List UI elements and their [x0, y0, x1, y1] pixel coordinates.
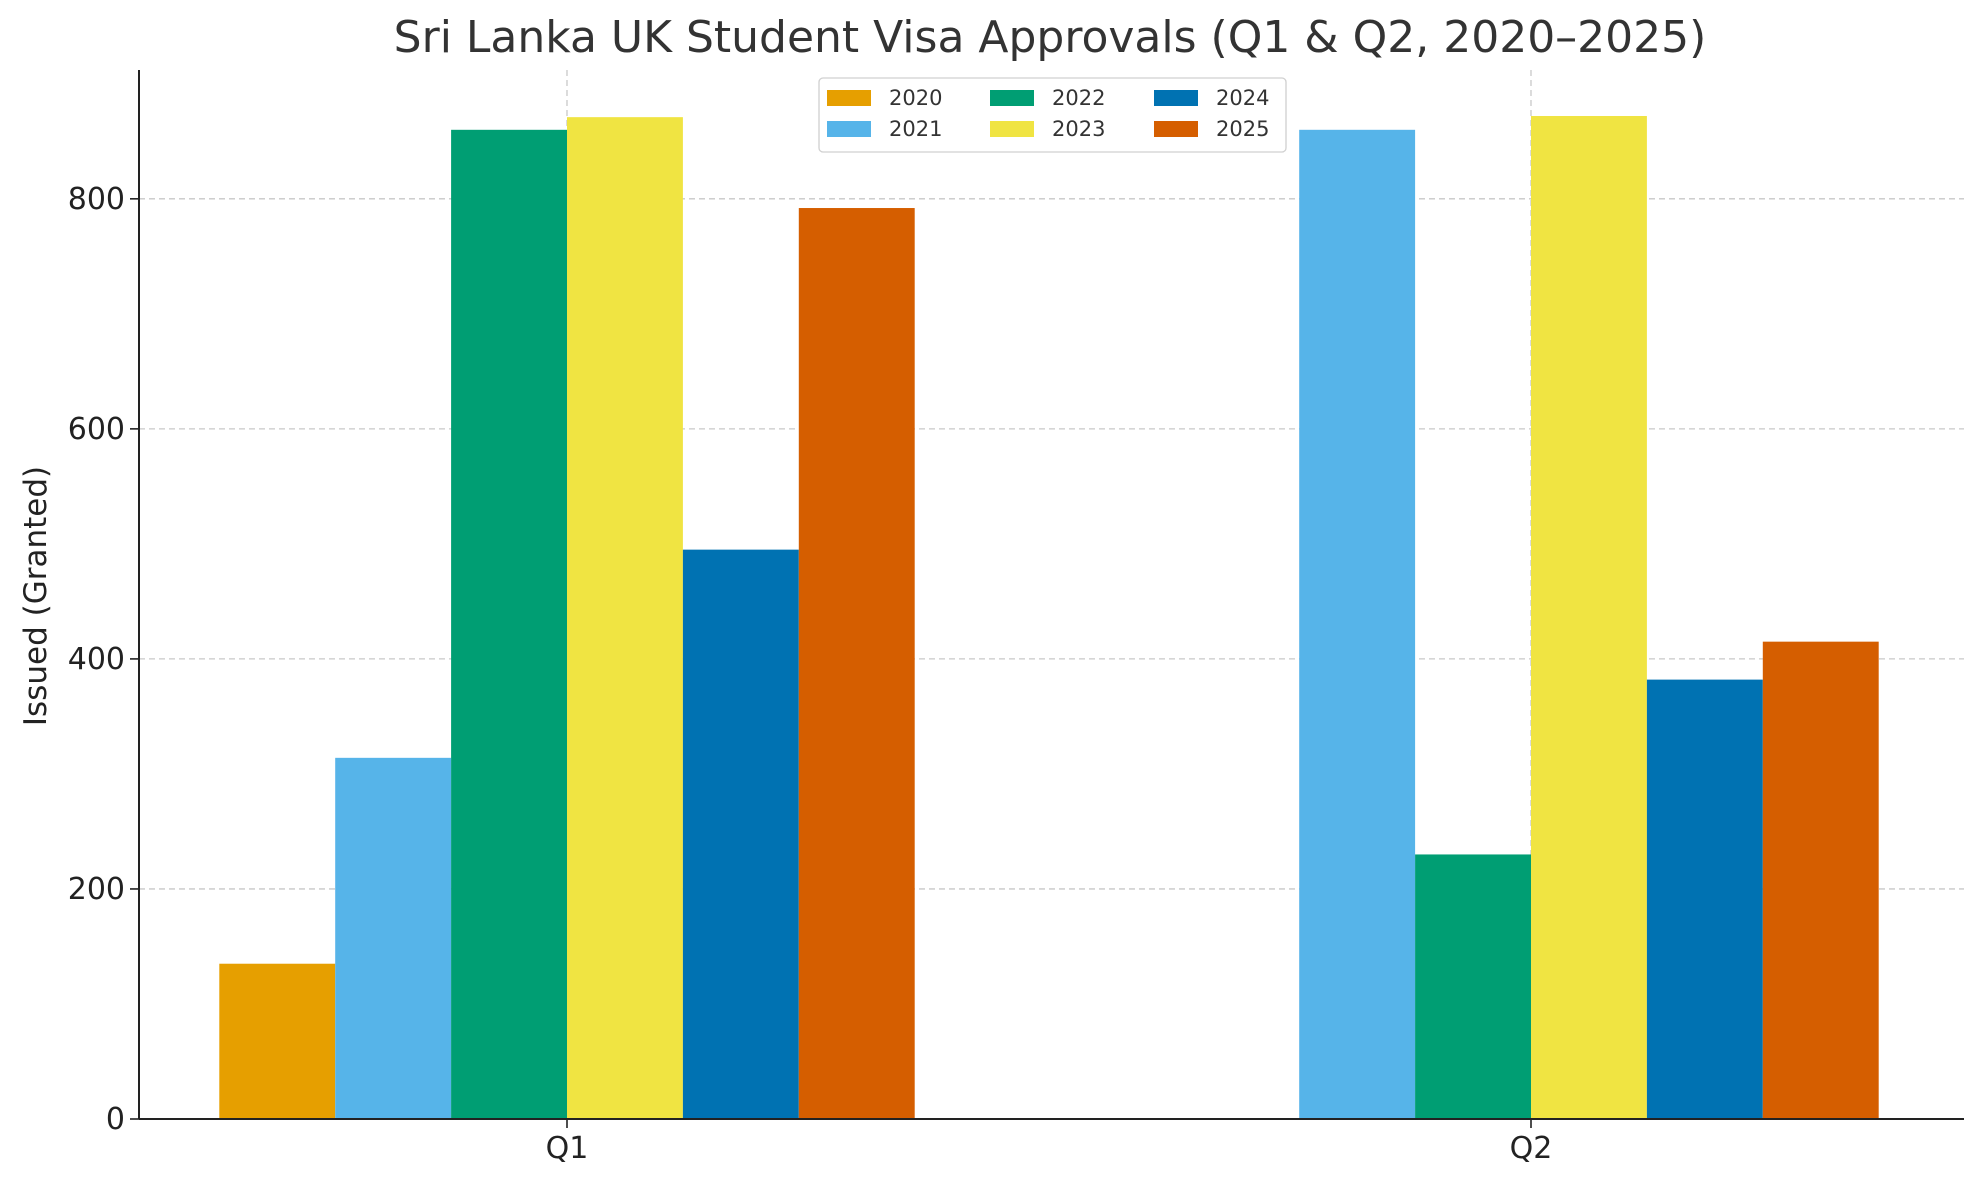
legend-label-2022: 2022 — [1052, 86, 1105, 110]
legend-label-2024: 2024 — [1216, 86, 1269, 110]
y-tick-label: 800 — [68, 182, 125, 217]
y-axis-label: Issued (Granted) — [18, 466, 54, 726]
y-tick-label: 400 — [68, 642, 125, 677]
bar-2023-Q1 — [567, 117, 683, 1119]
legend: 2020 2021 2022 2023 2024 2025 — [818, 77, 1287, 153]
bars — [219, 116, 1879, 1120]
legend-swatch-2023 — [990, 121, 1034, 137]
bar-2021-Q1 — [335, 757, 452, 1119]
bar-2021-Q2 — [1299, 129, 1416, 1119]
bar-2022-Q2 — [1415, 854, 1531, 1119]
bar-2025-Q2 — [1762, 641, 1879, 1119]
bar-2024-Q2 — [1646, 679, 1763, 1119]
tick-labels: 0 200 400 600 800 Q1 Q2 — [68, 182, 1553, 1166]
y-tick-label: 200 — [68, 872, 125, 907]
legend-label-2025: 2025 — [1216, 117, 1269, 141]
y-tick-label: 0 — [106, 1102, 125, 1137]
bar-2022-Q1 — [451, 129, 567, 1119]
legend-label-2020: 2020 — [889, 86, 942, 110]
axes — [130, 70, 1964, 1128]
legend-swatch-2022 — [990, 90, 1034, 106]
legend-swatch-2024 — [1154, 90, 1198, 106]
bar-2025-Q1 — [798, 208, 915, 1120]
legend-swatch-2020 — [827, 90, 871, 106]
x-tick-label-Q1: Q1 — [546, 1131, 589, 1166]
bar-2020-Q1 — [219, 963, 336, 1119]
bar-2024-Q1 — [682, 549, 799, 1119]
legend-swatch-2025 — [1154, 121, 1198, 137]
legend-swatch-2021 — [827, 121, 871, 137]
legend-label-2021: 2021 — [889, 117, 942, 141]
x-tick-label-Q2: Q2 — [1510, 1131, 1553, 1166]
chart-title: Sri Lanka UK Student Visa Approvals (Q1 … — [394, 12, 1707, 63]
bar-2023-Q2 — [1531, 116, 1647, 1119]
legend-label-2023: 2023 — [1052, 117, 1105, 141]
y-tick-label: 600 — [68, 412, 125, 447]
